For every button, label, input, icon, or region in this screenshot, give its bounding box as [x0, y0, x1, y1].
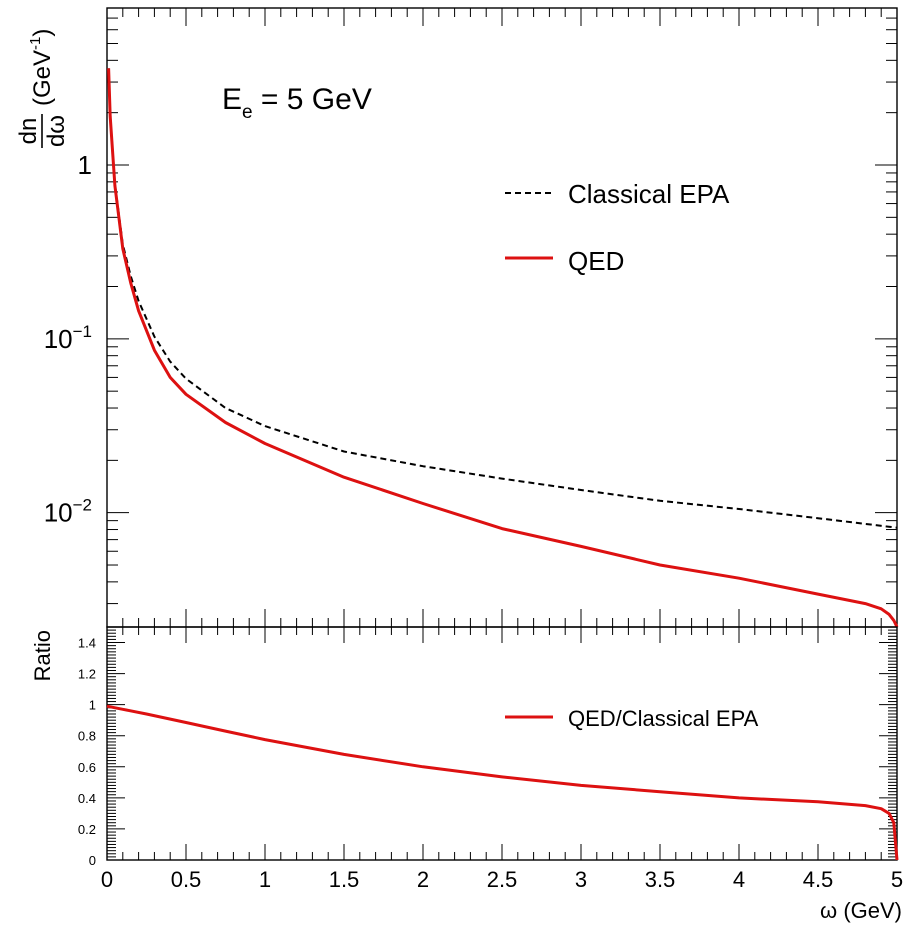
bottom-y-tick-label: 0.4: [78, 791, 96, 806]
x-tick-label: 2: [417, 867, 429, 892]
ylabel-denominator: dω: [43, 115, 70, 147]
top-legend: Classical EPA QED: [505, 179, 730, 276]
x-tick-label: 2.5: [487, 867, 518, 892]
x-axis-label: ω (GeV): [820, 898, 902, 923]
top-y-tick-label: 10−1: [44, 322, 92, 354]
ylabel-unit-prefix: (GeV: [29, 50, 56, 106]
x-tick-label: 1.5: [329, 867, 360, 892]
bottom-y-tick-label: 1.4: [78, 636, 96, 651]
bottom-panel: 0 0.2 0.4 0.6 0.8 1 1.2 1.4 0 0.5 1 1.5 2 2.5 3 3.5 4 4.…: [30, 626, 903, 923]
series-classical-epa-line: [107, 68, 898, 529]
bottom-y-tick-label: 1.2: [78, 667, 96, 682]
x-tick-label: 4.5: [803, 867, 834, 892]
top-y-tick-label: 1: [78, 150, 92, 180]
bottom-y-tick-label: 1: [89, 698, 96, 713]
legend-label-classical-epa: Classical EPA: [568, 179, 730, 209]
bottom-y-tick-label: 0.6: [78, 760, 96, 775]
x-tick-label: 4: [733, 867, 745, 892]
top-y-tick-label: 10−2: [44, 496, 92, 528]
x-tick-label: 5: [891, 867, 903, 892]
legend-label-qed: QED: [568, 246, 624, 276]
legend-label-ratio: QED/Classical EPA: [568, 706, 759, 731]
bottom-y-tick-label: 0.2: [78, 822, 96, 837]
top-y-axis-label: dn dω (GeV-1): [15, 29, 70, 148]
top-panel: 1 10−1 10−2 Ee = 5 GeV Classical EPA QED d…: [15, 7, 899, 628]
top-series-group: [107, 68, 899, 628]
x-tick-label: 3: [575, 867, 587, 892]
bottom-plot-frame: [106, 626, 898, 861]
energy-annotation-sub: e: [242, 102, 253, 123]
top-axis-ticks: [106, 7, 898, 627]
ylabel-unit-sup: -1: [27, 37, 44, 50]
ylabel-unit-suffix: ): [29, 29, 56, 37]
bottom-y-tick-label: 0.8: [78, 729, 96, 744]
x-tick-label: 0: [101, 867, 113, 892]
bottom-y-tick-label: 0: [89, 853, 96, 868]
series-ratio-line: [106, 704, 899, 861]
x-tick-label: 1: [259, 867, 271, 892]
ylabel-numerator: dn: [15, 118, 42, 145]
bottom-legend: QED/Classical EPA: [505, 706, 759, 731]
bottom-axis-ticks: [106, 626, 898, 861]
series-qed-line: [107, 68, 899, 628]
top-y-tick-labels: 1 10−1 10−2: [44, 150, 92, 528]
bottom-y-axis-label: Ratio: [30, 630, 55, 681]
x-tick-label: 0.5: [171, 867, 202, 892]
x-tick-label: 3.5: [645, 867, 676, 892]
bottom-series-group: [106, 704, 899, 861]
energy-annotation-rest: = 5 GeV: [253, 83, 372, 116]
bottom-y-tick-labels: 0 0.2 0.4 0.6 0.8 1 1.2 1.4: [78, 636, 96, 868]
energy-annotation: Ee = 5 GeV: [222, 83, 372, 123]
energy-annotation-base: E: [222, 83, 242, 116]
ylabel-unit: (GeV-1): [27, 29, 56, 106]
x-tick-labels: 0 0.5 1 1.5 2 2.5 3 3.5 4 4.5 5: [101, 867, 903, 892]
